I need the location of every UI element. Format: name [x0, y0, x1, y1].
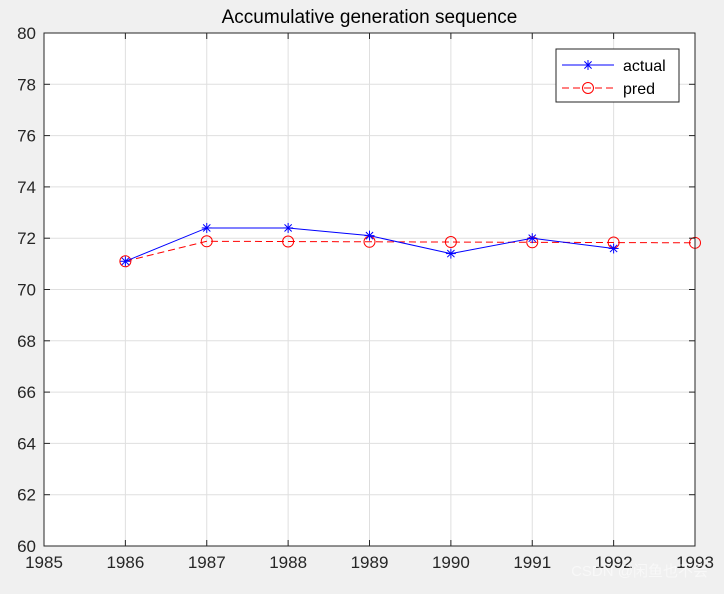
x-tick-label: 1991 — [513, 553, 551, 572]
y-tick-label: 80 — [17, 24, 36, 43]
x-tick-label: 1993 — [676, 553, 714, 572]
marker-stroke — [528, 234, 537, 243]
series-pred-point — [282, 235, 295, 248]
legend-entry-actual: actual — [562, 58, 666, 75]
y-tick-label: 78 — [17, 75, 36, 94]
legend-marker — [583, 60, 593, 70]
legend: actual pred — [555, 48, 680, 103]
series-actual-point — [120, 256, 131, 267]
series-actual — [120, 222, 619, 267]
series-actual-point — [445, 248, 456, 259]
legend-entry-pred: pred — [562, 81, 655, 98]
marker-stroke — [202, 223, 211, 232]
y-tick-label: 60 — [17, 537, 36, 556]
marker-stroke — [446, 249, 455, 258]
x-tick-label: 1992 — [595, 553, 633, 572]
series-actual-point — [201, 222, 212, 233]
series-layer — [119, 222, 701, 268]
series-actual-point — [283, 222, 294, 233]
y-tick-label: 62 — [17, 486, 36, 505]
marker-stroke — [121, 257, 130, 266]
marker-stroke — [609, 244, 618, 253]
series-pred-line — [125, 240, 696, 262]
legend-label: actual — [623, 58, 666, 75]
y-tick-label: 72 — [17, 229, 36, 248]
marker-circle — [119, 255, 132, 268]
marker-stroke — [365, 231, 374, 240]
watermark: CSDN @闲鱼也不会 — [571, 562, 708, 580]
x-tick-label: 1988 — [269, 553, 307, 572]
marker-circle — [200, 235, 213, 248]
series-pred-point — [119, 255, 132, 268]
y-tick-label: 66 — [17, 383, 36, 402]
marker-circle — [444, 236, 457, 249]
series-actual-point — [364, 230, 375, 241]
tick-layer: 1985 1986 1987 1988 1989 1990 1991 1992 1993 60 62… — [17, 24, 714, 572]
legend-marker — [582, 82, 594, 94]
y-tick-label: 70 — [17, 281, 36, 300]
series-pred-point — [444, 236, 457, 249]
series-actual-point — [608, 243, 619, 254]
chart-title: Accumulative generation sequence — [222, 7, 518, 28]
grid — [44, 33, 695, 546]
marker-circle — [582, 82, 594, 94]
y-tick-label: 74 — [17, 178, 36, 197]
legend-box — [555, 48, 680, 103]
y-tick-label: 68 — [17, 332, 36, 351]
legend-items: actual pred — [562, 58, 666, 98]
y-tick-label: 76 — [17, 127, 36, 146]
x-tick-label: 1986 — [106, 553, 144, 572]
legend-label: pred — [623, 81, 655, 98]
marker-stroke — [284, 223, 293, 232]
y-tick-label: 64 — [17, 434, 36, 453]
x-tick-label: 1987 — [188, 553, 226, 572]
marker-stroke — [584, 61, 592, 69]
x-tick-label: 1989 — [351, 553, 389, 572]
series-pred-point — [200, 235, 213, 248]
marker-circle — [282, 235, 295, 248]
x-tick-label: 1985 — [25, 553, 63, 572]
x-tick-label: 1990 — [432, 553, 470, 572]
series-actual-point — [527, 233, 538, 244]
